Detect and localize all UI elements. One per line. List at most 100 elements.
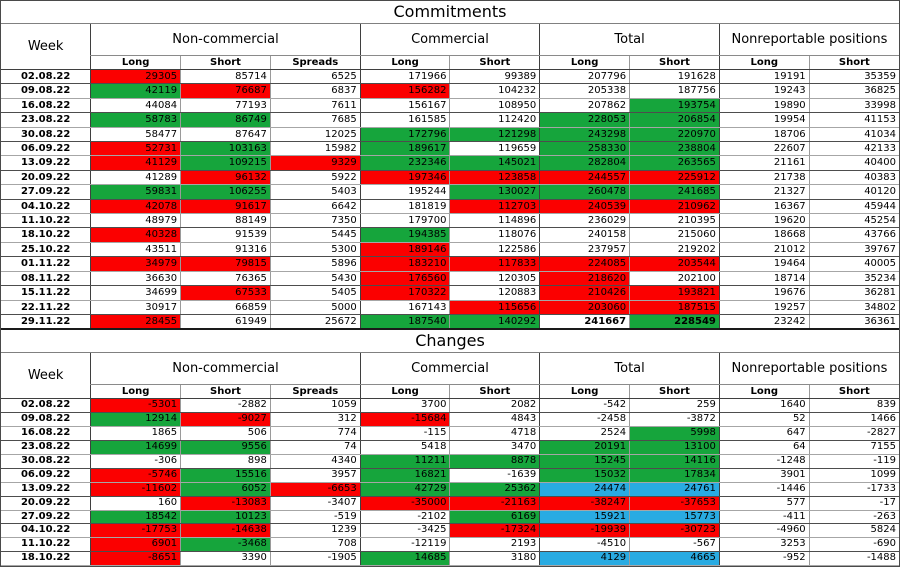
table-row: 27.09.22 18542 10123 -519 -2102 6169 15921 1577… (1, 510, 899, 525)
table-row: 15.11.22 34699 67533 5405 170322 120883 210426… (1, 285, 899, 301)
value-cell: -15684 (360, 412, 451, 428)
value-cell: 41289 (90, 170, 182, 186)
value-cell: 3180 (449, 551, 541, 566)
value-cell: -3425 (360, 523, 451, 539)
group-header-commercial: Commercial (359, 352, 540, 386)
value-cell: 17834 (629, 468, 720, 483)
value-cell: -145 (270, 565, 361, 566)
value-cell: 4340 (270, 454, 361, 469)
value-cell: 2344 (719, 565, 810, 566)
value-cell: -1639 (449, 468, 541, 483)
value-cell: 244557 (539, 170, 631, 186)
value-cell: 117833 (449, 256, 541, 272)
value-cell: 11211 (360, 454, 451, 469)
value-cell: 15921 (539, 510, 631, 525)
value-cell: -519 (270, 510, 361, 525)
value-cell: 35359 (809, 69, 899, 85)
week-date: 30.08.22 (1, 127, 92, 143)
value-cell: 120883 (449, 285, 541, 301)
value-cell: 79815 (180, 256, 271, 272)
value-cell: 12914 (90, 412, 182, 428)
value-cell: 156167 (360, 98, 451, 114)
value-cell: 34802 (809, 300, 899, 315)
value-cell: 232346 (360, 155, 451, 171)
value-cell: 91617 (180, 199, 271, 215)
value-cell: 282804 (539, 155, 631, 171)
changes-rows: 02.08.22 -5301 -2882 1059 3700 2082 -542 259 164… (1, 398, 899, 566)
value-cell: -115 (360, 426, 451, 442)
value-cell: 21327 (719, 184, 810, 200)
value-cell: 21161 (719, 155, 810, 171)
commitments-table: Commitments Week Non-commercial Commerci… (1, 1, 899, 331)
value-cell: 42133 (809, 141, 899, 157)
table-row: 20.09.22 160 -13083 -3407 -35000 -21163 -38247… (1, 496, 899, 511)
value-cell: 36825 (809, 83, 899, 99)
changes-title: Changes (1, 330, 899, 354)
value-cell: 18706 (719, 127, 810, 143)
value-cell: 87647 (180, 127, 271, 143)
value-cell: 9556 (180, 440, 271, 455)
value-cell: 13100 (629, 440, 720, 455)
value-cell: 76687 (180, 83, 271, 99)
value-cell: -3468 (180, 537, 271, 553)
week-date: 20.09.22 (1, 170, 92, 186)
value-cell: 7611 (270, 98, 361, 114)
week-date: 06.09.22 (1, 468, 92, 483)
week-date: 08.11.22 (1, 271, 92, 287)
value-cell: 15032 (539, 468, 631, 483)
value-cell: -2882 (180, 398, 271, 414)
value-cell: 215060 (629, 227, 720, 243)
value-cell: 241685 (629, 184, 720, 200)
value-cell: -17324 (449, 523, 541, 539)
value-cell: 115656 (449, 300, 541, 315)
week-date: 20.09.22 (1, 496, 92, 511)
value-cell: 194385 (360, 227, 451, 243)
value-cell: 34699 (90, 285, 182, 301)
value-cell: 114896 (449, 213, 541, 229)
value-cell: 18668 (719, 227, 810, 243)
value-cell: 228053 (539, 112, 631, 128)
value-cell: 18714 (719, 271, 810, 287)
week-date: 29.11.22 (1, 314, 92, 331)
value-cell: 19464 (719, 256, 810, 272)
value-cell: -1446 (719, 482, 810, 497)
value-cell: 42078 (90, 199, 182, 215)
subheader-short: Short (180, 55, 271, 70)
value-cell: -2458 (539, 412, 631, 428)
value-cell: -21163 (449, 496, 541, 511)
value-cell: 21012 (719, 242, 810, 258)
value-cell: -223 (180, 565, 271, 566)
subheader-short: Short (808, 384, 899, 400)
value-cell: -3872 (629, 412, 720, 428)
value-cell: 189617 (360, 141, 451, 157)
value-cell: 41153 (809, 112, 899, 128)
value-cell: 210962 (629, 199, 720, 215)
value-cell: 187540 (360, 314, 451, 331)
value-cell: 19620 (719, 213, 810, 229)
value-cell: -11602 (90, 482, 182, 497)
value-cell: 1466 (809, 412, 899, 428)
value-cell: 210426 (539, 285, 631, 301)
value-cell: -38247 (539, 496, 631, 511)
week-date: 11.10.22 (1, 213, 92, 229)
value-cell: 7350 (270, 213, 361, 229)
week-date: 16.08.22 (1, 426, 92, 442)
value-cell: 4510 (449, 565, 541, 566)
subheader-short: Short (629, 384, 720, 400)
value-cell: 40400 (809, 155, 899, 171)
week-column-header: Week (1, 352, 91, 400)
table-row: 16.08.22 44084 77193 7611 156167 108950 207862… (1, 98, 899, 114)
value-cell: 43511 (90, 242, 182, 258)
value-cell: 99389 (449, 69, 541, 85)
value-cell: 506 (180, 426, 271, 442)
value-cell: 898 (180, 454, 271, 469)
table-row: 25.10.223183-223-145-52394510-2201414223… (1, 565, 899, 566)
value-cell: 7155 (809, 440, 899, 455)
subheader-short: Short (449, 384, 540, 400)
value-cell: 86749 (180, 112, 271, 128)
value-cell: 103163 (180, 141, 271, 157)
week-column-header: Week (1, 23, 91, 70)
table-row: 20.09.22 41289 96132 5922 197346 123858 244557… (1, 170, 899, 186)
value-cell: -119 (809, 454, 899, 469)
week-date: 27.09.22 (1, 510, 92, 525)
